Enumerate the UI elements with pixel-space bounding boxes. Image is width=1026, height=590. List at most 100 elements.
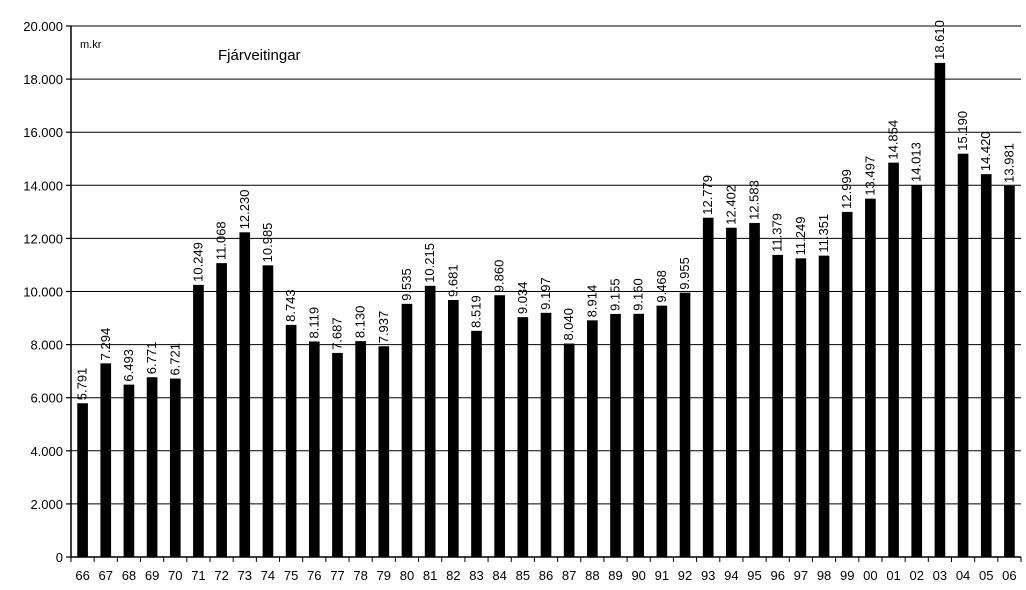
bar-value-label: 11.249: [793, 217, 808, 256]
x-tick-label: 69: [145, 568, 159, 583]
bar-value-label: 9.955: [677, 257, 692, 290]
bar-value-label: 6.771: [144, 342, 159, 375]
x-tick-label: 70: [168, 568, 182, 583]
x-tick-label: 68: [122, 568, 136, 583]
x-tick-label: 00: [863, 568, 877, 583]
y-tick-label: 18.000: [23, 72, 63, 87]
bar-92: [679, 292, 691, 557]
bar-value-label: 18.610: [932, 20, 947, 60]
bar-value-label: 6.493: [121, 349, 136, 382]
bar-value-label: 8.519: [468, 295, 483, 328]
x-tick-label: 88: [585, 568, 599, 583]
bar-value-label: 9.535: [399, 268, 414, 301]
x-tick-label: 67: [99, 568, 113, 583]
x-tick-label: 72: [214, 568, 228, 583]
bar-82: [447, 299, 459, 557]
y-tick-label: 0: [56, 550, 63, 565]
x-tick-label: 87: [562, 568, 576, 583]
bar-85: [517, 317, 529, 557]
x-tick-label: 96: [770, 568, 784, 583]
bar-value-label: 14.854: [886, 120, 901, 160]
bar-89: [610, 313, 621, 557]
bar-74: [262, 265, 274, 557]
bar-value-label: 8.040: [561, 308, 576, 341]
bar-value-labels: 5.791 7.294 6.493 6.771 6.721 10.249 11.068 12.…: [75, 20, 1017, 400]
x-tick-label: 03: [933, 568, 947, 583]
bar-93: [702, 217, 714, 558]
x-tick-label: 92: [678, 568, 692, 583]
bar-value-label: 7.294: [98, 328, 113, 361]
bar-value-label: 9.468: [654, 270, 669, 303]
x-tick-label: 82: [446, 568, 460, 583]
bar-value-label: 5.791: [75, 368, 90, 401]
bar-value-label: 15.190: [955, 111, 970, 151]
bar-87: [563, 343, 575, 557]
bar-value-label: 14.013: [909, 142, 924, 182]
bar-97: [795, 258, 807, 557]
x-tick-label: 71: [191, 568, 205, 583]
bar-value-label: 8.743: [283, 289, 298, 322]
bar-value-label: 9.160: [631, 278, 646, 311]
bar-72: [216, 263, 227, 557]
bars: [77, 62, 1015, 558]
bar-88: [587, 320, 598, 557]
bar-67: [100, 363, 112, 557]
bar-71: [193, 284, 204, 557]
x-tick-label: 81: [423, 568, 437, 583]
y-tick-label: 8.000: [30, 338, 63, 353]
bar-value-label: 10.215: [422, 243, 437, 283]
bar-86: [540, 312, 552, 557]
y-tick-label: 16.000: [23, 125, 63, 140]
bar-value-label: 11.379: [770, 213, 785, 252]
y-tick-label: 2.000: [30, 497, 63, 512]
bar-value-label: 12.583: [747, 180, 762, 220]
bar-77: [332, 352, 343, 557]
chart-title: Fjárveitingar: [218, 47, 301, 64]
x-tick-label: 95: [747, 568, 761, 583]
x-tick-label: 02: [909, 568, 923, 583]
bar-73: [239, 232, 251, 557]
x-tick-label: 84: [492, 568, 506, 583]
x-tick-label: 04: [956, 568, 970, 583]
x-tick-label: 66: [75, 568, 89, 583]
x-tick-label: 74: [261, 568, 275, 583]
bar-03: [934, 62, 946, 557]
bar-78: [355, 341, 366, 557]
x-tick-label: 93: [701, 568, 715, 583]
bar-value-label: 9.197: [538, 277, 553, 310]
bar-value-label: 8.119: [306, 307, 321, 339]
y-tick-label: 10.000: [23, 285, 63, 300]
x-tick-labels: 66 67 68 69 70 71 72 73 74 75 76 77 78 79 80 81 82 83 84 85…: [70, 557, 1022, 583]
gridlines: [71, 25, 1021, 505]
x-tick-label: 06: [1002, 568, 1016, 583]
bar-05: [980, 174, 992, 558]
bar-94: [726, 227, 737, 557]
bar-value-label: 7.937: [376, 311, 391, 344]
bar-83: [471, 330, 482, 557]
bar-value-label: 13.497: [862, 156, 877, 196]
bar-68: [123, 384, 135, 557]
bar-80: [401, 303, 413, 557]
bar-00: [865, 198, 876, 557]
bar-79: [378, 346, 390, 557]
bar-95: [749, 222, 760, 557]
x-tick-label: 86: [539, 568, 553, 583]
bar-75: [285, 324, 297, 557]
y-tick-label: 20.000: [23, 19, 63, 34]
bar-66: [77, 403, 88, 557]
bar-value-label: 7.687: [329, 317, 344, 350]
bar-99: [841, 211, 853, 557]
x-tick-label: 76: [307, 568, 321, 583]
bar-06: [1004, 185, 1015, 557]
bar-value-label: 12.230: [237, 190, 252, 230]
x-tick-label: 83: [469, 568, 483, 583]
bar-value-label: 13.981: [1001, 143, 1016, 183]
y-tick-label: 4.000: [30, 444, 63, 459]
bar-81: [424, 285, 436, 557]
x-tick-label: 77: [330, 568, 344, 583]
bar-value-label: 9.860: [492, 260, 507, 293]
bar-96: [772, 254, 784, 557]
x-tick-label: 85: [516, 568, 530, 583]
x-tick-label: 99: [840, 568, 854, 583]
